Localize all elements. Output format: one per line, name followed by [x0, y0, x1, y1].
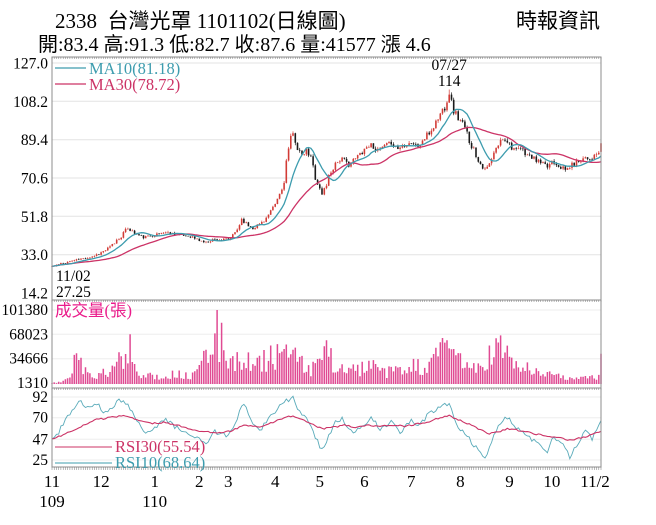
svg-text:33.0: 33.0: [21, 247, 48, 264]
svg-text:11/2: 11/2: [580, 472, 610, 491]
svg-text:108.2: 108.2: [13, 94, 48, 111]
svg-text:8: 8: [456, 472, 465, 491]
peak-price: 114: [438, 73, 461, 90]
volume-pane-label: 成交量(張): [55, 301, 132, 320]
rsi-axis-labels: 92 70 47 25: [33, 389, 49, 469]
svg-text:1310: 1310: [17, 375, 48, 392]
volume-bars: [51, 310, 602, 384]
x-axis-labels: 11 12 1 2 3 4 5 6 7 8 9 10 11/2: [44, 472, 610, 491]
svg-text:70: 70: [33, 410, 49, 427]
svg-text:3: 3: [224, 472, 233, 491]
pane-borders: [51, 56, 602, 470]
svg-text:2: 2: [195, 472, 204, 491]
year-labels: 109 110: [39, 492, 167, 511]
svg-text:70.6: 70.6: [21, 171, 48, 188]
start-price: 27.25: [56, 284, 91, 301]
rsi30-legend-label: RSI30(55.54): [115, 437, 205, 456]
svg-text:127.0: 127.0: [13, 56, 48, 73]
svg-text:7: 7: [407, 472, 416, 491]
svg-text:25: 25: [33, 452, 49, 469]
candle-bodies-down: [62, 94, 593, 264]
daily-ticks: [51, 57, 602, 470]
svg-text:92: 92: [33, 389, 49, 406]
svg-text:34666: 34666: [9, 351, 48, 368]
ma30-line: [51, 126, 602, 268]
candle-bodies-up: [51, 94, 602, 267]
svg-text:6: 6: [360, 472, 369, 491]
ma30-legend-label: MA30(78.72): [89, 75, 180, 94]
svg-text:68023: 68023: [9, 326, 48, 343]
svg-text:14.2: 14.2: [21, 286, 48, 303]
svg-text:89.4: 89.4: [21, 132, 48, 149]
provider-label: 時報資訊: [516, 9, 600, 33]
rsi-legend: RSI30(55.54)RSI10(68.64): [55, 437, 205, 472]
ohlc-info-line: 開:83.4 高:91.3 低:82.7 收:87.6 量:41577 漲 4.…: [38, 34, 431, 56]
price-axis-labels: 127.0 108.2 89.4 70.6 51.8 33.0 14.2: [13, 56, 48, 303]
svg-text:1: 1: [150, 472, 159, 491]
peak-date: 07/27: [432, 57, 468, 74]
svg-text:11: 11: [44, 472, 60, 491]
svg-text:5: 5: [316, 472, 325, 491]
svg-text:4: 4: [271, 472, 280, 491]
svg-text:110: 110: [142, 492, 167, 511]
svg-text:9: 9: [505, 472, 514, 491]
start-date: 11/02: [56, 268, 91, 285]
svg-text:10: 10: [543, 472, 560, 491]
rsi10-line: [51, 395, 602, 461]
svg-text:109: 109: [39, 492, 65, 511]
volume-axis-labels: 101380 68023 34666 1310: [2, 302, 49, 392]
rsi10-legend-label: RSI10(68.64): [115, 453, 205, 472]
chart-title: 2338 台灣光罩 1101102(日線圖): [55, 9, 346, 33]
ma10-legend-label: MA10(81.18): [89, 59, 180, 78]
svg-text:12: 12: [93, 472, 110, 491]
ma10-line: [51, 108, 602, 268]
ma-legend: MA10(81.18)MA30(78.72): [55, 59, 180, 94]
svg-text:51.8: 51.8: [21, 209, 48, 226]
svg-text:101380: 101380: [2, 302, 49, 319]
rsi30-line: [51, 414, 602, 441]
svg-text:47: 47: [33, 431, 49, 448]
